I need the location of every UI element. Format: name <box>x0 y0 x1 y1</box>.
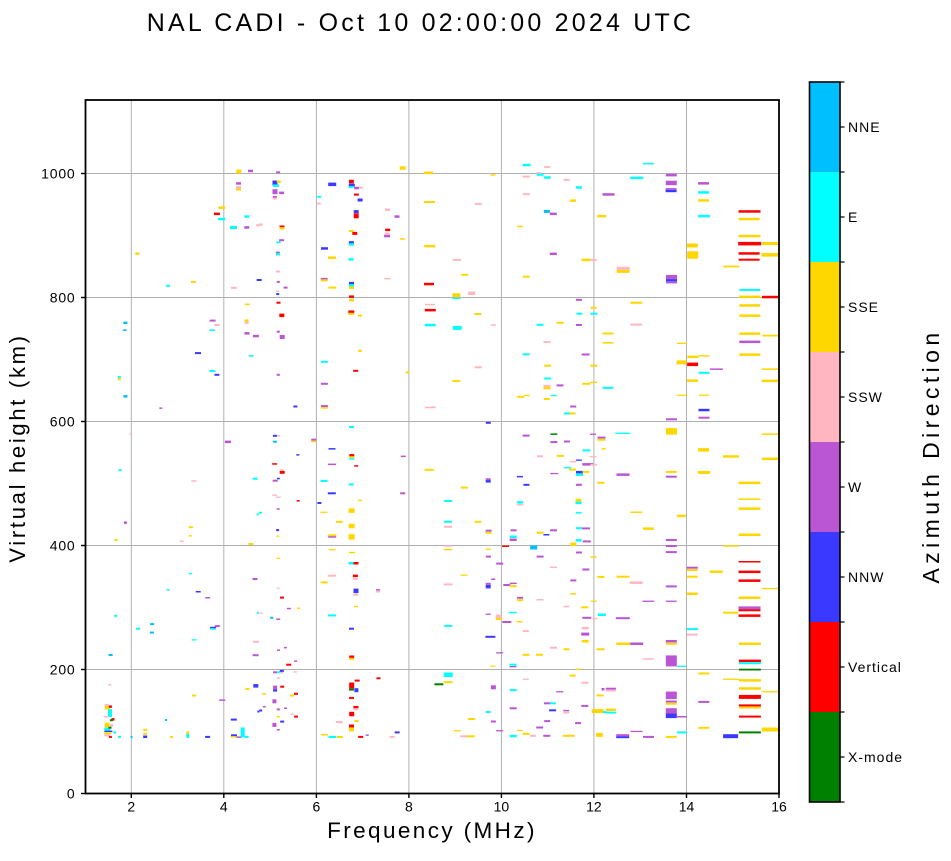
svg-text:E: E <box>848 209 858 225</box>
svg-text:600: 600 <box>50 414 76 430</box>
svg-text:SSE: SSE <box>848 299 879 315</box>
svg-text:10: 10 <box>494 799 510 815</box>
svg-text:16: 16 <box>771 799 787 815</box>
svg-text:1000: 1000 <box>41 166 75 182</box>
svg-text:2: 2 <box>127 799 135 815</box>
svg-text:4: 4 <box>220 799 228 815</box>
svg-text:SSW: SSW <box>848 389 883 405</box>
svg-text:Azimuth Direction: Azimuth Direction <box>918 328 944 583</box>
svg-text:800: 800 <box>50 290 76 306</box>
svg-text:Frequency (MHz): Frequency (MHz) <box>327 818 537 843</box>
svg-text:W: W <box>848 479 862 495</box>
svg-text:NNE: NNE <box>848 119 881 135</box>
svg-text:Vertical: Vertical <box>848 659 902 675</box>
svg-text:X-mode: X-mode <box>848 749 903 765</box>
svg-text:NAL CADI - Oct 10 02:00:00 202: NAL CADI - Oct 10 02:00:00 2024 UTC <box>147 9 694 37</box>
svg-text:Virtual height (km): Virtual height (km) <box>5 333 30 562</box>
svg-text:NNW: NNW <box>848 569 884 585</box>
svg-text:14: 14 <box>679 799 695 815</box>
svg-text:6: 6 <box>313 799 321 815</box>
svg-text:8: 8 <box>405 799 413 815</box>
svg-text:400: 400 <box>50 538 76 554</box>
svg-text:12: 12 <box>586 799 602 815</box>
svg-text:0: 0 <box>67 786 76 802</box>
svg-text:200: 200 <box>50 662 76 678</box>
